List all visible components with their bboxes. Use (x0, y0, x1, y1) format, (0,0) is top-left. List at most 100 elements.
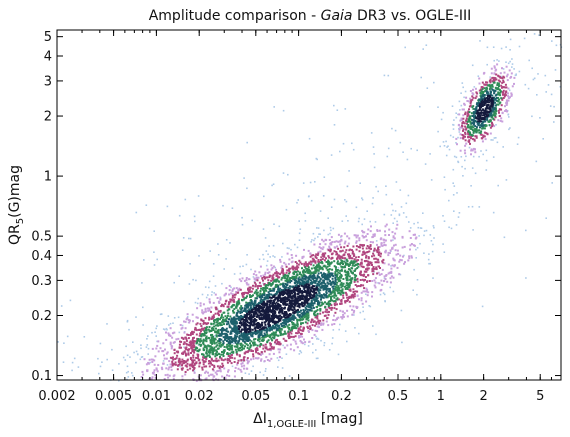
density-point (249, 326, 251, 328)
density-point (327, 249, 330, 252)
density-point (296, 201, 298, 204)
density-point (481, 127, 484, 130)
density-point (346, 260, 349, 262)
density-point (362, 274, 365, 277)
density-point (482, 95, 485, 98)
density-point (507, 99, 510, 102)
density-point (140, 356, 143, 358)
density-point (293, 267, 296, 270)
density-point (238, 355, 241, 358)
density-point (321, 258, 324, 261)
density-point (473, 147, 475, 150)
density-point (355, 274, 358, 277)
density-point (263, 283, 266, 285)
density-point (301, 312, 304, 315)
density-point (185, 342, 188, 345)
density-point (286, 344, 289, 347)
density-point (294, 271, 297, 273)
density-point (375, 185, 377, 188)
density-point (320, 285, 323, 288)
density-point (205, 346, 208, 349)
density-point (211, 342, 214, 345)
density-point (240, 359, 243, 362)
density-point (229, 341, 232, 344)
density-point (254, 348, 257, 351)
density-point (296, 311, 299, 314)
density-point (335, 317, 338, 320)
density-point (469, 133, 471, 136)
density-point (271, 283, 273, 286)
density-point (268, 329, 271, 332)
density-point (214, 293, 217, 296)
density-point (269, 290, 272, 292)
density-point (240, 334, 243, 337)
density-point (506, 73, 509, 76)
density-point (351, 252, 354, 255)
density-point (444, 188, 446, 191)
density-point (391, 231, 394, 234)
density-point (196, 353, 199, 356)
density-point (221, 366, 224, 368)
density-point (337, 233, 340, 236)
density-point (371, 236, 374, 239)
density-point (392, 258, 395, 261)
density-point (350, 280, 353, 282)
density-point (366, 280, 369, 283)
density-point (132, 341, 134, 343)
density-point (495, 124, 497, 126)
density-point (398, 214, 401, 217)
density-point (381, 283, 384, 286)
density-point (207, 362, 210, 365)
density-point (492, 78, 495, 81)
density-point (297, 266, 300, 269)
density-point (246, 302, 249, 305)
density-point (354, 327, 356, 329)
density-point (218, 338, 221, 340)
density-point (332, 280, 334, 283)
density-point (310, 307, 313, 310)
density-point (236, 363, 239, 366)
density-point (213, 325, 216, 328)
density-point (359, 311, 362, 314)
density-point (378, 229, 381, 232)
density-point (369, 220, 371, 223)
density-point (147, 347, 150, 350)
density-point (249, 311, 252, 314)
density-point (489, 132, 492, 135)
density-point (187, 319, 190, 321)
density-point (226, 316, 228, 319)
density-point (237, 303, 240, 306)
density-point (285, 208, 288, 211)
density-point (295, 266, 298, 269)
density-point (266, 325, 269, 327)
density-point (461, 82, 464, 84)
density-point (493, 111, 496, 114)
density-point (287, 319, 290, 322)
density-point (281, 321, 284, 324)
density-point (279, 348, 282, 351)
density-point (319, 308, 322, 310)
density-point (300, 309, 302, 312)
density-point (232, 350, 235, 353)
density-point (366, 233, 369, 235)
density-point (458, 123, 460, 126)
density-point (294, 279, 296, 282)
density-point (198, 334, 201, 337)
density-point (282, 319, 285, 322)
density-point (174, 363, 177, 366)
density-point (220, 334, 223, 337)
density-point (173, 341, 176, 344)
density-point (255, 297, 258, 300)
density-point (371, 264, 373, 266)
density-point (239, 359, 241, 361)
density-point (246, 362, 249, 365)
density-point (385, 185, 387, 187)
density-point (497, 184, 499, 187)
density-point (470, 100, 473, 103)
density-point (468, 111, 471, 114)
density-point (322, 323, 325, 326)
density-point (503, 76, 506, 79)
density-point (300, 273, 303, 276)
density-point (303, 316, 306, 319)
density-point (445, 154, 448, 157)
